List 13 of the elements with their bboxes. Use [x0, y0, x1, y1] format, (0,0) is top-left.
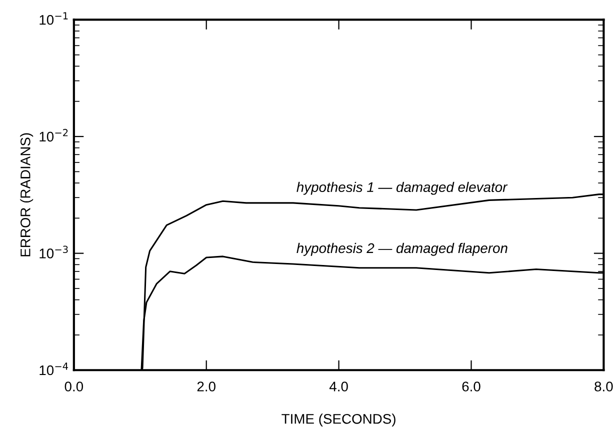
y-tick-label: 10$^{−2}$ [40, 128, 68, 142]
series-label: hypothesis 2 — damaged flaperon [296, 242, 508, 256]
series-label: hypothesis 1 — damaged elevator [296, 182, 508, 195]
y-tick-label: 10$^{−3}$ [40, 246, 68, 258]
x-tick-label: 0.0 [64, 382, 84, 392]
x-tick-label: 6.0 [462, 382, 480, 392]
y-tick-label: 10$^{−1}$ [40, 12, 68, 25]
y-tick-label: 10$^{−4}$ [40, 362, 68, 376]
x-axis-title: TIME (SECONDS) [282, 414, 396, 427]
x-tick-label: 4.0 [329, 382, 348, 392]
x-tick-label: 8.0 [594, 382, 613, 392]
y-axis-title: ERROR (RADIANS) [20, 133, 34, 256]
x-tick-label: 2.0 [197, 382, 216, 392]
